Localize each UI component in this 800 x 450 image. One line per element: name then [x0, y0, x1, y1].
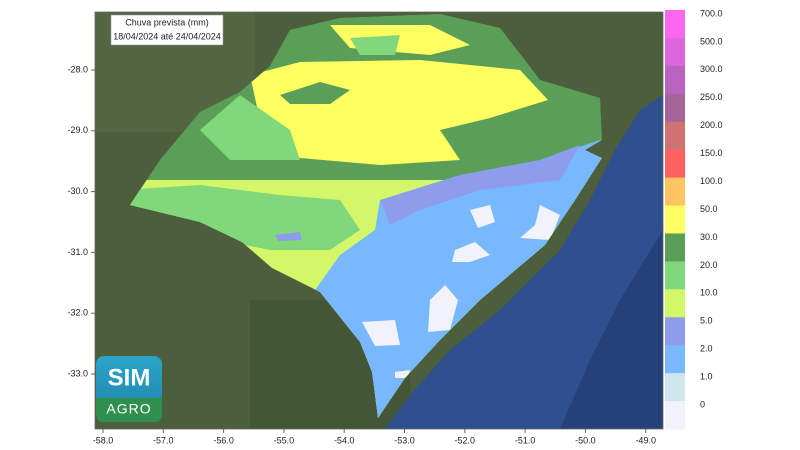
legend-label: 300.0 — [700, 64, 723, 74]
legend-label: 0 — [700, 399, 705, 409]
legend-label: 150.0 — [700, 148, 723, 158]
x-tick-label: -54.0 — [334, 435, 355, 445]
logo: SIM AGRO — [96, 356, 162, 422]
x-tick-label: -58.0 — [93, 435, 114, 445]
legend-swatch — [665, 317, 685, 346]
y-tick-label: -31.0 — [67, 247, 88, 257]
legend-label: 500.0 — [700, 36, 723, 46]
legend-label: 20.0 — [700, 260, 718, 270]
legend-swatch — [665, 261, 685, 290]
y-tick-label: -32.0 — [67, 308, 88, 318]
logo-sim: SIM — [108, 364, 151, 391]
legend-label: 5.0 — [700, 316, 713, 326]
legend-swatch — [665, 149, 685, 179]
legend-label: 200.0 — [700, 120, 723, 130]
legend-swatch — [665, 289, 685, 318]
x-tick-label: -52.0 — [455, 435, 476, 445]
legend-label: 250.0 — [700, 92, 723, 102]
legend-swatch — [665, 10, 685, 39]
legend-swatch — [665, 205, 685, 234]
legend-swatch — [665, 65, 685, 95]
legend-swatch — [665, 177, 685, 207]
y-tick-label: -28.0 — [67, 64, 88, 74]
legend-swatch — [665, 121, 685, 151]
legend-label: 100.0 — [700, 176, 723, 186]
legend-label: 1.0 — [700, 372, 713, 382]
x-tick-label: -51.0 — [515, 435, 536, 445]
x-tick-label: -53.0 — [394, 435, 415, 445]
logo-agro: AGRO — [106, 401, 151, 417]
legend-swatch — [665, 93, 685, 123]
y-tick-label: -29.0 — [67, 125, 88, 135]
title-box: Chuva prevista (mm) 18/04/2024 até 24/04… — [110, 14, 224, 46]
x-tick-label: -50.0 — [575, 435, 596, 445]
legend-label: 30.0 — [700, 232, 718, 242]
x-tick-label: -57.0 — [153, 435, 174, 445]
legend-label: 10.0 — [700, 288, 718, 298]
legend-swatch — [665, 37, 685, 67]
legend-swatch — [665, 233, 685, 262]
map-title: Chuva prevista (mm) — [125, 17, 209, 27]
legend-swatch — [665, 373, 685, 402]
legend: 700.0 500.0 300.0 250.0 200.0 150.0 100.0 50.0 3… — [665, 8, 723, 430]
legend-swatch — [665, 345, 685, 374]
legend-label: 50.0 — [700, 204, 718, 214]
x-tick-label: -49.0 — [635, 435, 656, 445]
map-period: 18/04/2024 até 24/04/2024 — [113, 31, 221, 41]
x-tick-label: -55.0 — [274, 435, 295, 445]
axes: -58.0 -57.0 -56.0 -55.0 -54.0 -53.0 -52.0 -51.0… — [67, 64, 655, 445]
x-tick-label: -56.0 — [213, 435, 234, 445]
legend-label: 2.0 — [700, 344, 713, 354]
map-frame — [94, 11, 664, 430]
y-tick-label: -33.0 — [67, 368, 88, 378]
y-tick-label: -30.0 — [67, 186, 88, 196]
legend-swatch — [665, 401, 685, 430]
legend-label: 700.0 — [700, 8, 723, 18]
